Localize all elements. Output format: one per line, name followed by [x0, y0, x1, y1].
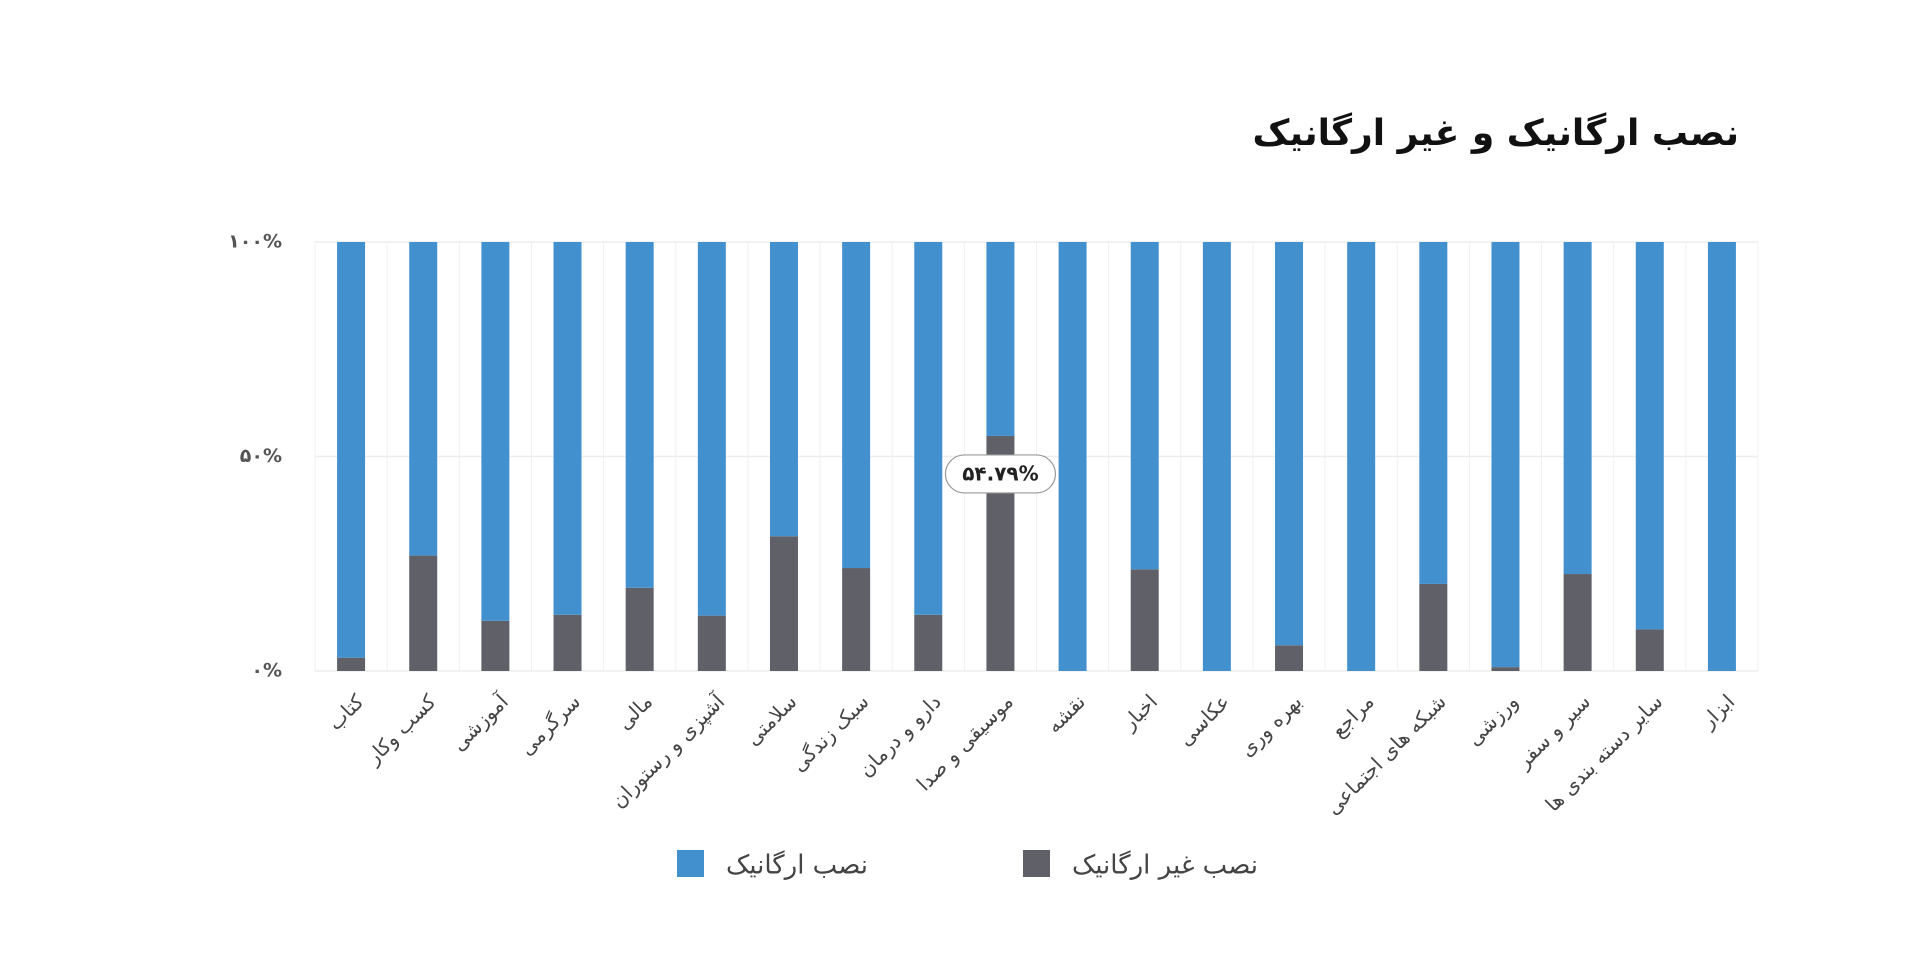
bar-segment — [337, 242, 366, 658]
x-tick-label-group: مراجع — [1326, 689, 1379, 742]
chart-title: نصب ارگانیک و غیر ارگانیک — [1253, 112, 1739, 154]
bar-segment — [409, 242, 438, 556]
bar-segment — [769, 536, 798, 671]
data-label: ۵۴.۷۹% — [962, 461, 1038, 485]
y-tick-label: ۵۰% — [240, 445, 282, 467]
x-tick-label-group: سرگرمی — [514, 689, 585, 760]
bar-segment — [914, 242, 943, 615]
bar-segment — [1707, 242, 1736, 671]
x-tick-label-group: کسب وکار — [361, 689, 441, 769]
bar-segment — [1491, 242, 1520, 668]
x-tick-label: سلامتی — [741, 689, 802, 750]
x-tick-label: ورزشی — [1462, 689, 1523, 750]
x-tick-label: شبکه های اجتماعی — [1321, 689, 1451, 819]
bar-segment — [1130, 569, 1159, 671]
bar-segment — [986, 242, 1015, 436]
x-tick-label: آموزشی — [446, 688, 514, 756]
x-tick-label: نقشه — [1042, 689, 1090, 737]
legend-swatch — [1023, 850, 1050, 877]
bar-segment — [1419, 242, 1448, 584]
bar-segment — [914, 614, 943, 671]
bar-segment — [1275, 242, 1304, 646]
x-tick-label: کسب وکار — [361, 689, 441, 769]
bar-segment — [842, 242, 871, 569]
x-tick-label: اخبار — [1116, 689, 1162, 735]
x-tick-label: بهره وری — [1235, 689, 1307, 761]
x-tick-label: مراجع — [1326, 689, 1379, 742]
bar-segment — [1275, 645, 1304, 671]
bar-segment — [1635, 242, 1664, 630]
bar-segment — [1635, 629, 1664, 671]
bar-segment — [697, 615, 726, 671]
y-tick-label: ۰% — [251, 660, 282, 682]
x-tick-label-group: سلامتی — [741, 689, 802, 750]
x-tick-label: سرگرمی — [514, 689, 585, 760]
bar-segment — [409, 555, 438, 671]
bar-segment — [769, 242, 798, 537]
x-tick-label-group: مالی — [612, 689, 657, 734]
bar-segment — [553, 242, 582, 615]
legend-label: نصب غیر ارگانیک — [1072, 850, 1258, 881]
x-tick-label-group: اخبار — [1116, 689, 1162, 735]
x-tick-label: ابزار — [1695, 689, 1739, 733]
x-tick-label-group: شبکه های اجتماعی — [1321, 689, 1451, 819]
x-tick-label: مالی — [612, 689, 657, 734]
bar-segment — [1058, 242, 1087, 671]
bar-segment — [1202, 242, 1231, 671]
bar-segment — [1563, 574, 1592, 671]
bar-segment — [1347, 242, 1376, 671]
x-tick-label-group: عکاسی — [1173, 689, 1234, 750]
bar-segment — [481, 242, 510, 621]
tooltip-box — [944, 454, 1057, 494]
bar-segment — [1563, 242, 1592, 575]
x-tick-label-group: کتاب — [323, 689, 369, 735]
x-tick-label-group: ورزشی — [1462, 689, 1523, 750]
bar-segment — [625, 587, 654, 671]
y-tick-label: ۱۰۰% — [228, 231, 282, 253]
bar-segment — [337, 657, 366, 671]
bar-segment — [1491, 667, 1520, 671]
x-tick-label-group: بهره وری — [1235, 689, 1307, 761]
x-tick-label-group: ابزار — [1695, 689, 1739, 733]
legend-label: نصب ارگانیک — [726, 850, 868, 881]
bar-segment — [1130, 242, 1159, 570]
bar-segment — [625, 242, 654, 588]
bar-segment — [1419, 583, 1448, 671]
bar-segment — [842, 568, 871, 671]
bar-segment — [553, 614, 582, 671]
x-tick-label: عکاسی — [1173, 689, 1234, 750]
bar-segment — [481, 620, 510, 671]
x-tick-label: کتاب — [323, 689, 369, 735]
x-tick-label-group: آموزشی — [446, 688, 514, 756]
bar-segment — [697, 242, 726, 616]
legend-swatch — [677, 850, 704, 877]
x-tick-label-group: نقشه — [1042, 689, 1090, 737]
